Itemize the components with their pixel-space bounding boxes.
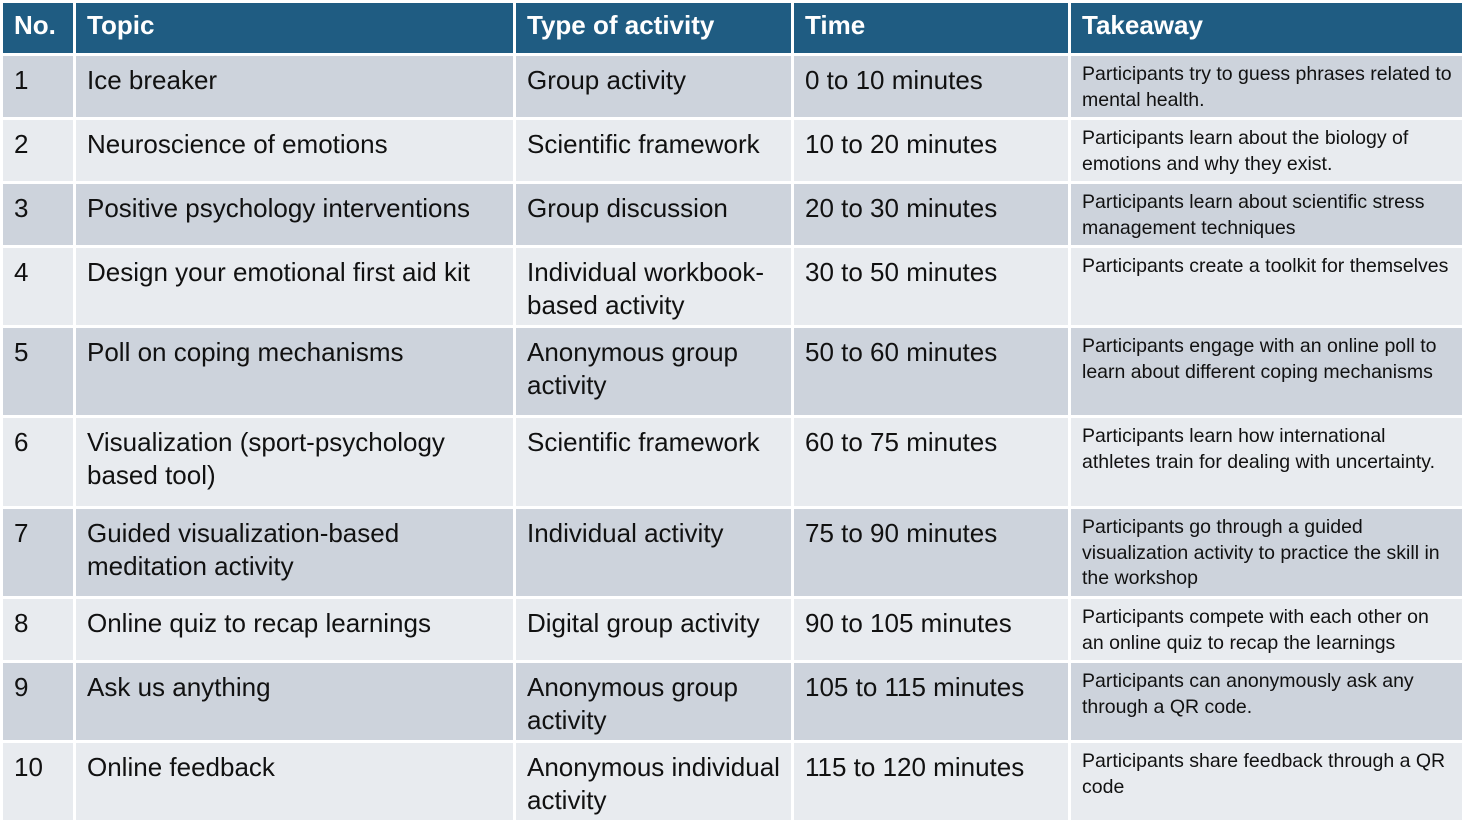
column-header: Takeaway — [1068, 0, 1462, 56]
cell-number: 6 — [0, 415, 76, 509]
cell-activity-type: Individual activity — [513, 506, 794, 599]
header-row: No. Topic Type of activity Time Takeaway — [0, 0, 1462, 56]
table-row: 1 Ice breaker Group activity 0 to 10 minute… — [0, 53, 1462, 120]
table-row: 5 Poll on coping mechanisms Anonymous grou… — [0, 325, 1462, 418]
cell-takeaway: Participants can anonymously ask any thr… — [1068, 660, 1462, 743]
cell-activity-type: Anonymous individual activity — [513, 740, 794, 823]
cell-topic: Poll on coping mechanisms — [73, 325, 516, 418]
cell-activity-type: Group activity — [513, 53, 794, 120]
column-header: Topic — [73, 0, 516, 56]
cell-topic: Design your emotional first aid kit — [73, 245, 516, 328]
cell-takeaway: Participants go through a guided visuali… — [1068, 506, 1462, 599]
cell-number: 8 — [0, 596, 76, 663]
cell-number: 2 — [0, 117, 76, 184]
cell-time: 20 to 30 minutes — [791, 181, 1071, 248]
table-row: 4 Design your emotional first aid kit Indi… — [0, 245, 1462, 328]
cell-time: 105 to 115 minutes — [791, 660, 1071, 743]
cell-number: 1 — [0, 53, 76, 120]
cell-topic: Positive psychology interventions — [73, 181, 516, 248]
table-body: 1 Ice breaker Group activity 0 to 10 minute… — [0, 53, 1462, 823]
cell-activity-type: Individual workbook-based activity — [513, 245, 794, 328]
cell-takeaway: Participants share feedback through a QR… — [1068, 740, 1462, 823]
cell-takeaway: Participants try to guess phrases relate… — [1068, 53, 1462, 120]
cell-number: 3 — [0, 181, 76, 248]
cell-number: 10 — [0, 740, 76, 823]
cell-time: 0 to 10 minutes — [791, 53, 1071, 120]
cell-topic: Online quiz to recap learnings — [73, 596, 516, 663]
cell-time: 50 to 60 minutes — [791, 325, 1071, 418]
cell-activity-type: Group discussion — [513, 181, 794, 248]
cell-activity-type: Anonymous group activity — [513, 660, 794, 743]
cell-topic: Online feedback — [73, 740, 516, 823]
cell-activity-type: Anonymous group activity — [513, 325, 794, 418]
cell-takeaway: Participants engage with an online poll … — [1068, 325, 1462, 418]
column-header: Time — [791, 0, 1071, 56]
table-row: 3 Positive psychology interventions Group … — [0, 181, 1462, 248]
cell-time: 30 to 50 minutes — [791, 245, 1071, 328]
cell-takeaway: Participants learn how international ath… — [1068, 415, 1462, 509]
cell-time: 115 to 120 minutes — [791, 740, 1071, 823]
table-row: 10 Online feedback Anonymous individual ac… — [0, 740, 1462, 823]
cell-topic: Visualization (sport-psychology based to… — [73, 415, 516, 509]
cell-time: 75 to 90 minutes — [791, 506, 1071, 599]
table-row: 6 Visualization (sport-psychology based t… — [0, 415, 1462, 509]
cell-number: 5 — [0, 325, 76, 418]
cell-number: 4 — [0, 245, 76, 328]
table-row: 2 Neuroscience of emotions Scientific fram… — [0, 117, 1462, 184]
cell-takeaway: Participants compete with each other on … — [1068, 596, 1462, 663]
cell-activity-type: Scientific framework — [513, 117, 794, 184]
table-row: 8 Online quiz to recap learnings Digital g… — [0, 596, 1462, 663]
cell-number: 9 — [0, 660, 76, 743]
cell-number: 7 — [0, 506, 76, 599]
cell-activity-type: Scientific framework — [513, 415, 794, 509]
cell-topic: Ask us anything — [73, 660, 516, 743]
column-header: No. — [0, 0, 76, 56]
table-row: 9 Ask us anything Anonymous group activity… — [0, 660, 1462, 743]
cell-topic: Ice breaker — [73, 53, 516, 120]
cell-takeaway: Participants learn about the biology of … — [1068, 117, 1462, 184]
cell-takeaway: Participants create a toolkit for themse… — [1068, 245, 1462, 328]
cell-time: 10 to 20 minutes — [791, 117, 1071, 184]
cell-topic: Neuroscience of emotions — [73, 117, 516, 184]
cell-time: 90 to 105 minutes — [791, 596, 1071, 663]
cell-time: 60 to 75 minutes — [791, 415, 1071, 509]
column-header: Type of activity — [513, 0, 794, 56]
table-row: 7 Guided visualization-based meditation a… — [0, 506, 1462, 599]
cell-takeaway: Participants learn about scientific stre… — [1068, 181, 1462, 248]
cell-topic: Guided visualization-based meditation ac… — [73, 506, 516, 599]
cell-activity-type: Digital group activity — [513, 596, 794, 663]
